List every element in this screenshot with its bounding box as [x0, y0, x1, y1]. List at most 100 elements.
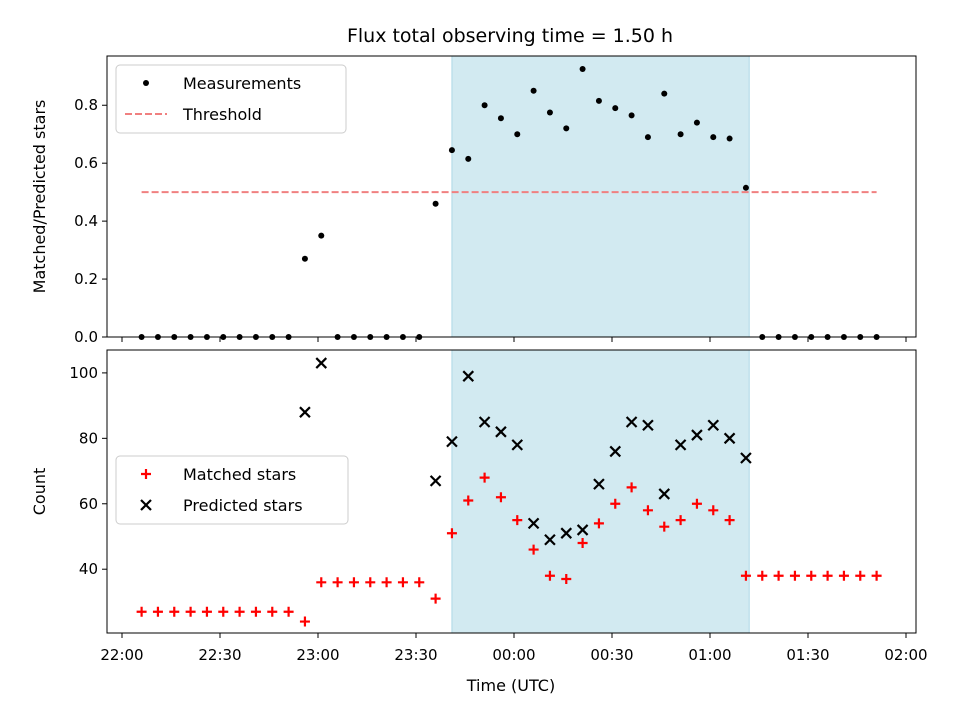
legend-box — [115, 455, 349, 525]
top-panel: 0.0 0.2 0.4 0.6 0.8 Matched/Predicted stars Me… — [30, 55, 917, 346]
y-tick-label: 0.8 — [74, 96, 98, 114]
x-tick-label: 23:30 — [394, 646, 437, 664]
x-tick-label: 23:00 — [296, 646, 339, 664]
data-point — [628, 112, 635, 119]
data-point — [693, 119, 700, 126]
data-point — [773, 570, 784, 581]
data-point — [546, 109, 553, 116]
data-point — [593, 478, 605, 490]
data-point — [283, 606, 294, 617]
data-point — [742, 184, 749, 191]
legend-label: Threshold — [182, 105, 262, 124]
data-point — [348, 577, 359, 588]
data-point — [446, 528, 457, 539]
data-point — [724, 515, 735, 526]
y-tick-label: 0.0 — [74, 328, 98, 346]
data-point — [609, 445, 622, 458]
x-tick-label: 22:00 — [100, 646, 143, 664]
series-predicted-stars — [299, 357, 752, 546]
data-point — [675, 515, 686, 526]
data-point — [446, 435, 458, 448]
data-point — [708, 505, 719, 516]
data-point — [201, 606, 212, 617]
data-point — [740, 452, 752, 464]
data-point — [528, 544, 539, 555]
data-point — [299, 616, 310, 627]
data-point — [691, 498, 702, 509]
data-point — [544, 570, 555, 581]
data-point — [612, 105, 619, 112]
data-point — [397, 577, 408, 588]
data-point — [316, 577, 327, 588]
data-point — [576, 524, 589, 536]
data-point — [465, 155, 472, 162]
data-point — [642, 419, 654, 432]
legend-label: Matched stars — [183, 465, 296, 484]
y-tick-label: 0.4 — [74, 212, 98, 230]
bottom-panel: 40 60 80 100 22:00 22:30 23:00 23:30 00:00 00:30 0… — [30, 349, 928, 695]
data-point — [806, 570, 817, 581]
x-axis-label: Time (UTC) — [466, 676, 555, 695]
data-point — [789, 570, 800, 581]
data-point — [462, 370, 475, 382]
data-point — [871, 570, 882, 581]
series-matched-stars — [136, 472, 882, 627]
data-point — [527, 517, 540, 530]
data-point — [610, 498, 621, 509]
y-tick-label: 0.2 — [74, 270, 98, 288]
data-point — [577, 538, 588, 549]
data-point — [658, 488, 671, 500]
x-tick-label: 02:00 — [884, 646, 927, 664]
legend-marker — [143, 80, 149, 86]
data-point — [432, 200, 439, 207]
x-tick-label: 00:30 — [590, 646, 633, 664]
data-point — [855, 570, 866, 581]
data-point — [677, 131, 684, 138]
data-point — [365, 577, 376, 588]
axes-frame — [106, 349, 917, 634]
data-point — [448, 147, 455, 154]
y-tick-label: 40 — [79, 560, 98, 578]
data-point — [661, 90, 668, 97]
data-point — [152, 606, 163, 617]
y-tick-label: 60 — [79, 495, 98, 513]
axes-frame — [106, 55, 917, 338]
shaded-region — [451, 350, 750, 633]
x-tick-label: 00:00 — [492, 646, 535, 664]
data-point — [659, 521, 670, 532]
legend: Measurements Threshold — [115, 64, 347, 134]
data-point — [822, 570, 833, 581]
data-point — [560, 527, 573, 539]
x-tick-label: 22:30 — [198, 646, 241, 664]
data-point — [318, 232, 325, 239]
legend-label: Predicted stars — [183, 496, 303, 515]
data-point — [563, 125, 570, 132]
data-point — [497, 115, 504, 122]
y-tick-label: 0.6 — [74, 154, 98, 172]
data-point — [707, 419, 720, 432]
data-point — [299, 406, 311, 418]
data-point — [530, 87, 537, 94]
legend-label: Measurements — [183, 74, 301, 93]
data-point — [332, 577, 343, 588]
data-point — [595, 97, 602, 104]
legend-marker — [140, 499, 152, 511]
data-point — [267, 606, 278, 617]
data-point — [625, 416, 638, 428]
data-point — [479, 472, 490, 483]
y-axis-label: Matched/Predicted stars — [30, 100, 49, 294]
data-point — [234, 606, 245, 617]
data-point — [478, 416, 491, 428]
data-point — [644, 134, 651, 141]
data-point — [315, 357, 328, 369]
data-point — [218, 606, 229, 617]
data-point — [674, 439, 687, 451]
y-tick-label: 100 — [69, 364, 98, 382]
data-point — [740, 570, 751, 581]
data-point — [579, 66, 586, 73]
data-point — [723, 432, 736, 445]
legend-box — [115, 64, 347, 134]
data-point — [429, 475, 442, 487]
data-point — [691, 429, 703, 441]
x-tick-label: 01:00 — [688, 646, 731, 664]
